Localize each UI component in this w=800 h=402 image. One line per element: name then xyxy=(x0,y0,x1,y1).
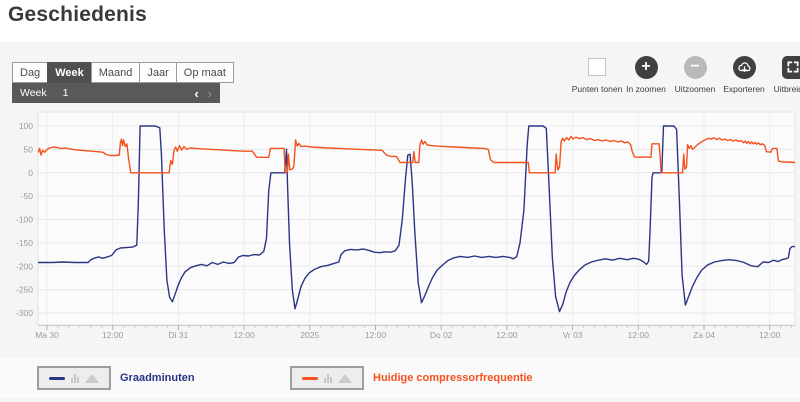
legend-series-type-selector[interactable] xyxy=(290,366,364,390)
plot-area xyxy=(37,111,796,326)
period-label: Week xyxy=(20,87,47,99)
legend-label[interactable]: Huidige compressorfrequentie xyxy=(373,372,533,384)
y-tick-label: 0 xyxy=(28,168,33,178)
legend-strip xyxy=(0,358,800,398)
y-tick-label: -150 xyxy=(16,238,33,248)
y-tick-label: 50 xyxy=(24,144,34,154)
x-tick-label: 12:00 xyxy=(628,330,650,340)
show-points-toggle[interactable]: Punten tonen xyxy=(571,52,623,94)
tab-week[interactable]: Week xyxy=(47,62,91,83)
expand-label: Uitbreiden xyxy=(773,84,800,94)
legend-series-type-selector[interactable] xyxy=(37,366,111,390)
legend-item-graadminuten: Graadminuten xyxy=(37,366,195,390)
minus-icon[interactable]: − xyxy=(683,55,707,79)
x-tick-label: 12:00 xyxy=(759,330,781,340)
zoom-out-button[interactable]: − Uitzoomen xyxy=(672,52,718,94)
cloud-download-icon[interactable] xyxy=(732,55,756,79)
x-tick-label: 12:00 xyxy=(102,330,124,340)
tab-jaar[interactable]: Jaar xyxy=(139,62,176,83)
checkbox-icon[interactable] xyxy=(588,58,606,76)
x-tick-label: Ma 30 xyxy=(35,330,59,340)
legend-item-compressorfrequentie: Huidige compressorfrequentie xyxy=(290,366,533,390)
series-line-compressorfrequentie xyxy=(38,135,795,174)
legend-label[interactable]: Graadminuten xyxy=(120,372,195,384)
show-points-label: Punten tonen xyxy=(571,84,623,94)
y-tick-label: -250 xyxy=(16,285,33,295)
x-tick-label: 12:00 xyxy=(233,330,255,340)
y-tick-label: -100 xyxy=(16,215,33,225)
period-tabs: Dag Week Maand Jaar Op maat xyxy=(12,62,234,83)
zoom-in-button[interactable]: + In zoomen xyxy=(623,52,669,94)
y-tick-label: -50 xyxy=(21,191,34,201)
y-tick-label: -300 xyxy=(16,308,33,318)
period-control: Dag Week Maand Jaar Op maat Week 1 ‹ › xyxy=(12,62,234,103)
x-tick-label: Za 04 xyxy=(693,330,715,340)
export-label: Exporteren xyxy=(723,84,765,94)
x-tick-label: Do 02 xyxy=(430,330,453,340)
fullscreen-icon[interactable] xyxy=(781,55,800,79)
chevron-right-icon[interactable]: › xyxy=(207,85,212,101)
line-swatch-icon[interactable] xyxy=(302,376,318,380)
x-tick-label: 12:00 xyxy=(365,330,387,340)
page-title: Geschiedenis xyxy=(8,3,147,26)
x-tick-label: 12:00 xyxy=(496,330,518,340)
area-chart-icon[interactable] xyxy=(85,373,99,383)
line-swatch-icon[interactable] xyxy=(49,376,65,380)
tab-dag[interactable]: Dag xyxy=(12,62,48,83)
x-tick-label: Di 31 xyxy=(168,330,188,340)
y-tick-label: 100 xyxy=(19,121,33,131)
bar-chart-icon[interactable] xyxy=(71,373,79,383)
bar-chart-icon[interactable] xyxy=(324,373,332,383)
period-nav: ‹ › xyxy=(194,87,212,100)
zoom-in-label: In zoomen xyxy=(626,84,666,94)
chart-toolbar: Punten tonen + In zoomen − Uitzoomen Exp… xyxy=(571,52,800,94)
period-selector-bar: Week 1 ‹ › xyxy=(12,83,220,103)
period-value: 1 xyxy=(62,87,69,99)
tab-maand[interactable]: Maand xyxy=(90,62,140,83)
expand-button[interactable]: Uitbreiden xyxy=(770,52,800,94)
area-chart-icon[interactable] xyxy=(338,373,352,383)
x-tick-label: 2025 xyxy=(300,330,319,340)
chevron-left-icon[interactable]: ‹ xyxy=(194,85,199,101)
series-line-graadminuten xyxy=(38,125,795,313)
export-button[interactable]: Exporteren xyxy=(721,52,767,94)
tab-op-maat[interactable]: Op maat xyxy=(175,62,234,83)
y-tick-label: -200 xyxy=(16,261,33,271)
plus-icon[interactable]: + xyxy=(634,55,658,79)
x-tick-label: Vr 03 xyxy=(563,330,583,340)
zoom-out-label: Uitzoomen xyxy=(674,84,716,94)
